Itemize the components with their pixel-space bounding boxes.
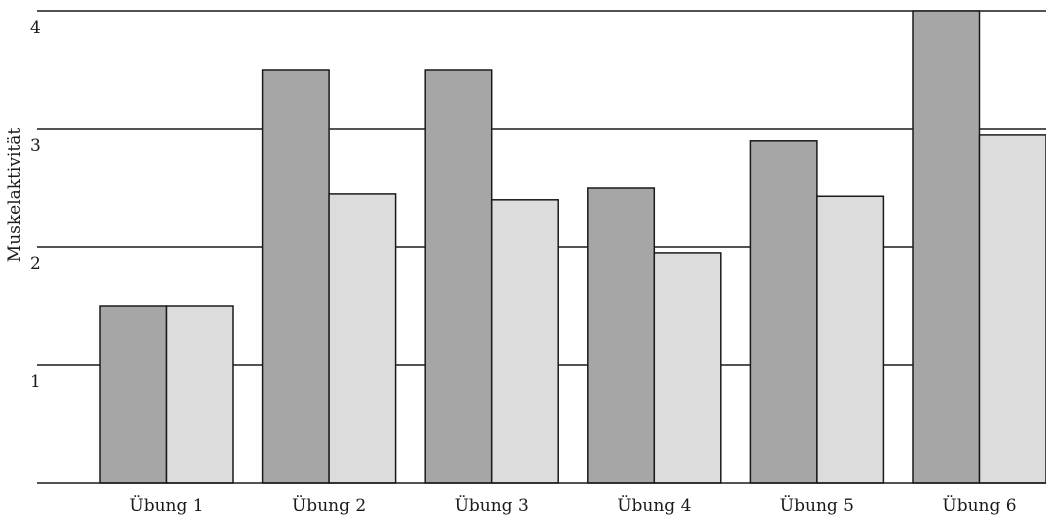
category-label-3: Übung 3 <box>455 495 529 516</box>
y-tick-label-4: 4 <box>30 18 41 38</box>
bar-dark-2 <box>261 69 330 484</box>
y-tick-labels: 1 2 3 4 <box>30 18 41 392</box>
bar-light-2 <box>328 193 397 484</box>
y-tick-label-3: 3 <box>30 136 41 156</box>
y-axis-title: Muskelaktivität <box>5 128 25 263</box>
category-label-5: Übung 5 <box>780 495 854 516</box>
bar-light-6 <box>978 134 1046 484</box>
bar-dark-6 <box>912 10 981 484</box>
y-tick-label-2: 2 <box>30 254 41 274</box>
bar-dark-4 <box>587 187 656 484</box>
y-tick-label-1: 1 <box>30 372 41 392</box>
category-label-4: Übung 4 <box>617 495 691 516</box>
bar-light-1 <box>165 305 234 484</box>
category-label-2: Übung 2 <box>292 495 366 516</box>
bar-dark-5 <box>749 140 818 484</box>
bar-dark-3 <box>424 69 493 484</box>
bar-light-5 <box>816 195 885 484</box>
bar-dark-1 <box>99 305 168 484</box>
category-label-1: Übung 1 <box>129 495 203 516</box>
bar-light-4 <box>653 252 722 484</box>
category-label-6: Übung 6 <box>942 495 1016 516</box>
bar-light-3 <box>490 199 559 484</box>
bars <box>99 10 1046 484</box>
x-category-labels: Übung 1 Übung 2 Übung 3 Übung 4 Übung 5 … <box>129 495 1016 516</box>
